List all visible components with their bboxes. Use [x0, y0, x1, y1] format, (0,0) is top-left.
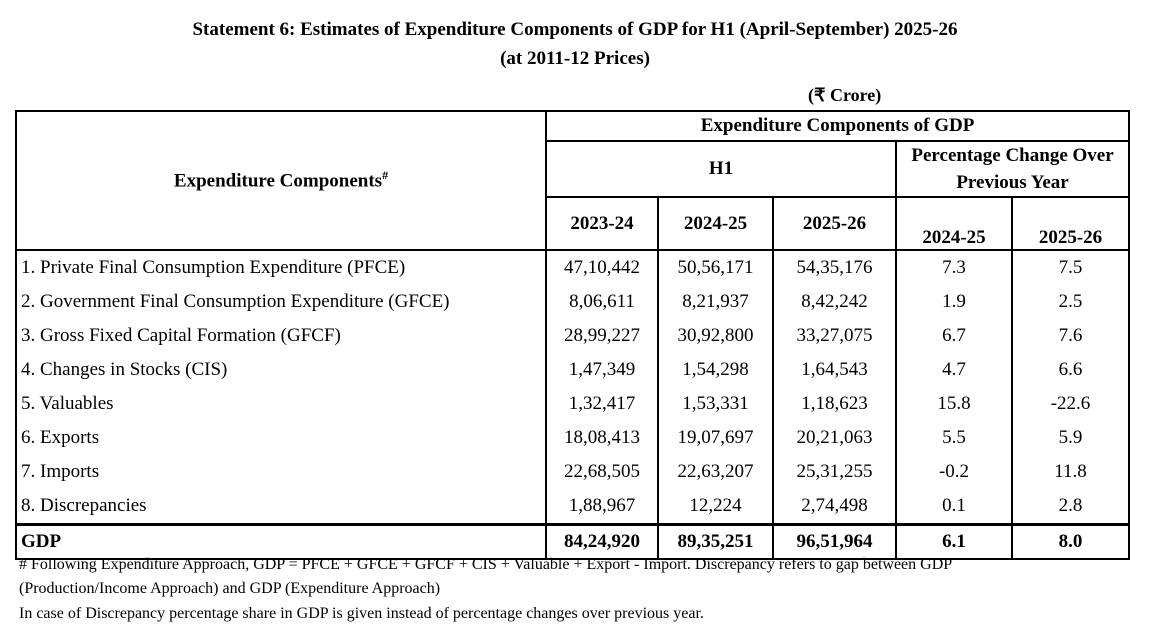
value-cell: 8,42,242 — [772, 285, 897, 319]
expenditure-table: Expenditure Components# Expenditure Comp… — [15, 110, 1131, 560]
table-row: 1. Private Final Consumption Expenditure… — [15, 249, 1131, 285]
footnote: In case of Discrepancy percentage share … — [19, 605, 704, 622]
year-header: 2023-24 — [545, 196, 659, 251]
value-cell: 50,56,171 — [657, 249, 774, 285]
value-cell: 1,32,417 — [545, 387, 659, 421]
component-label: GDP — [15, 523, 547, 560]
table-row: 8. Discrepancies 1,88,967 12,224 2,74,498 0.… — [15, 489, 1131, 525]
pct-change-cell: 2.5 — [1010, 285, 1131, 319]
footnote: # Following Expenditure Approach, GDP = … — [19, 556, 953, 573]
pct-change-cell: -22.6 — [1010, 387, 1131, 421]
component-label: 8. Discrepancies — [15, 489, 547, 525]
value-cell: 19,07,697 — [657, 421, 774, 455]
pct-change-cell: 2.8 — [1010, 489, 1131, 525]
component-label: 2. Government Final Consumption Expendit… — [15, 285, 547, 319]
value-cell: 1,18,623 — [772, 387, 897, 421]
value-cell: 1,54,298 — [657, 353, 774, 387]
pct-change-cell: 15.8 — [895, 387, 1013, 421]
component-label: 3. Gross Fixed Capital Formation (GFCF) — [15, 319, 547, 353]
value-cell: 1,47,349 — [545, 353, 659, 387]
pct-change-cell: 5.5 — [895, 421, 1013, 455]
component-label: 5. Valuables — [15, 387, 547, 421]
component-label: 1. Private Final Consumption Expenditure… — [15, 249, 547, 285]
year-header: 2024-25 — [657, 196, 774, 251]
table-row: 3. Gross Fixed Capital Formation (GFCF) 2… — [15, 319, 1131, 353]
value-cell: 22,63,207 — [657, 455, 774, 489]
value-cell: 96,51,964 — [772, 523, 897, 560]
pct-change-cell: -0.2 — [895, 455, 1013, 489]
pct-change-cell: 0.1 — [895, 489, 1013, 525]
pct-year-header: 2024-25 — [895, 196, 1013, 251]
pct-change-cell: 7.6 — [1010, 319, 1131, 353]
footnote-mark: # — [382, 168, 389, 183]
unit-label: (₹ Crore) — [808, 85, 882, 105]
value-cell: 1,53,331 — [657, 387, 774, 421]
value-cell: 8,21,937 — [657, 285, 774, 319]
pct-change-cell: 4.7 — [895, 353, 1013, 387]
year-header: 2025-26 — [772, 196, 897, 251]
gdp-total-row: GDP 84,24,920 89,35,251 96,51,964 6.1 8.0 — [15, 523, 1131, 560]
component-label: 6. Exports — [15, 421, 547, 455]
pct-change-cell: 5.9 — [1010, 421, 1131, 455]
pct-change-cell: 7.5 — [1010, 249, 1131, 285]
value-cell: 25,31,255 — [772, 455, 897, 489]
row-header-text: Expenditure Components — [173, 170, 383, 192]
value-cell: 47,10,442 — [545, 249, 659, 285]
value-cell: 89,35,251 — [657, 523, 774, 560]
pct-change-header: Percentage Change Over Previous Year — [894, 140, 1131, 198]
h1-header: H1 — [545, 140, 897, 198]
value-cell: 8,06,611 — [545, 285, 659, 319]
value-cell: 22,68,505 — [545, 455, 659, 489]
value-cell: 28,99,227 — [545, 319, 659, 353]
value-cell: 84,24,920 — [545, 523, 659, 560]
component-label: 7. Imports — [15, 455, 547, 489]
pct-change-cell: 11.8 — [1010, 455, 1131, 489]
pct-change-cell: 6.1 — [895, 523, 1013, 560]
table-row: 2. Government Final Consumption Expendit… — [15, 285, 1131, 319]
table-row: 7. Imports 22,68,505 22,63,207 25,31,255 -0.… — [15, 455, 1131, 489]
pct-change-cell: 6.7 — [895, 319, 1013, 353]
pct-change-cell: 8.0 — [1010, 523, 1131, 560]
table-row: 4. Changes in Stocks (CIS) 1,47,349 1,54,2… — [15, 353, 1131, 387]
pct-change-cell: 6.6 — [1010, 353, 1131, 387]
pct-change-cell: 1.9 — [895, 285, 1013, 319]
group-header: Expenditure Components of GDP — [544, 110, 1131, 142]
table-row: 5. Valuables 1,32,417 1,53,331 1,18,623 15.8… — [15, 387, 1131, 421]
value-cell: 1,64,543 — [772, 353, 897, 387]
pct-change-cell: 7.3 — [895, 249, 1013, 285]
pct-year-header: 2025-26 — [1010, 196, 1131, 251]
statement-title: Statement 6: Estimates of Expenditure Co… — [192, 19, 958, 40]
footnote: (Production/Income Approach) and GDP (Ex… — [19, 580, 441, 597]
value-cell: 54,35,176 — [772, 249, 897, 285]
value-cell: 20,21,063 — [772, 421, 897, 455]
value-cell: 1,88,967 — [545, 489, 659, 525]
value-cell: 2,74,498 — [772, 489, 897, 525]
row-header: Expenditure Components# — [15, 110, 547, 251]
value-cell: 33,27,075 — [772, 319, 897, 353]
value-cell: 18,08,413 — [545, 421, 659, 455]
statement-subtitle: (at 2011-12 Prices) — [500, 48, 650, 69]
table-row: 6. Exports 18,08,413 19,07,697 20,21,063 5.5… — [15, 421, 1131, 455]
component-label: 4. Changes in Stocks (CIS) — [15, 353, 547, 387]
value-cell: 12,224 — [657, 489, 774, 525]
value-cell: 30,92,800 — [657, 319, 774, 353]
